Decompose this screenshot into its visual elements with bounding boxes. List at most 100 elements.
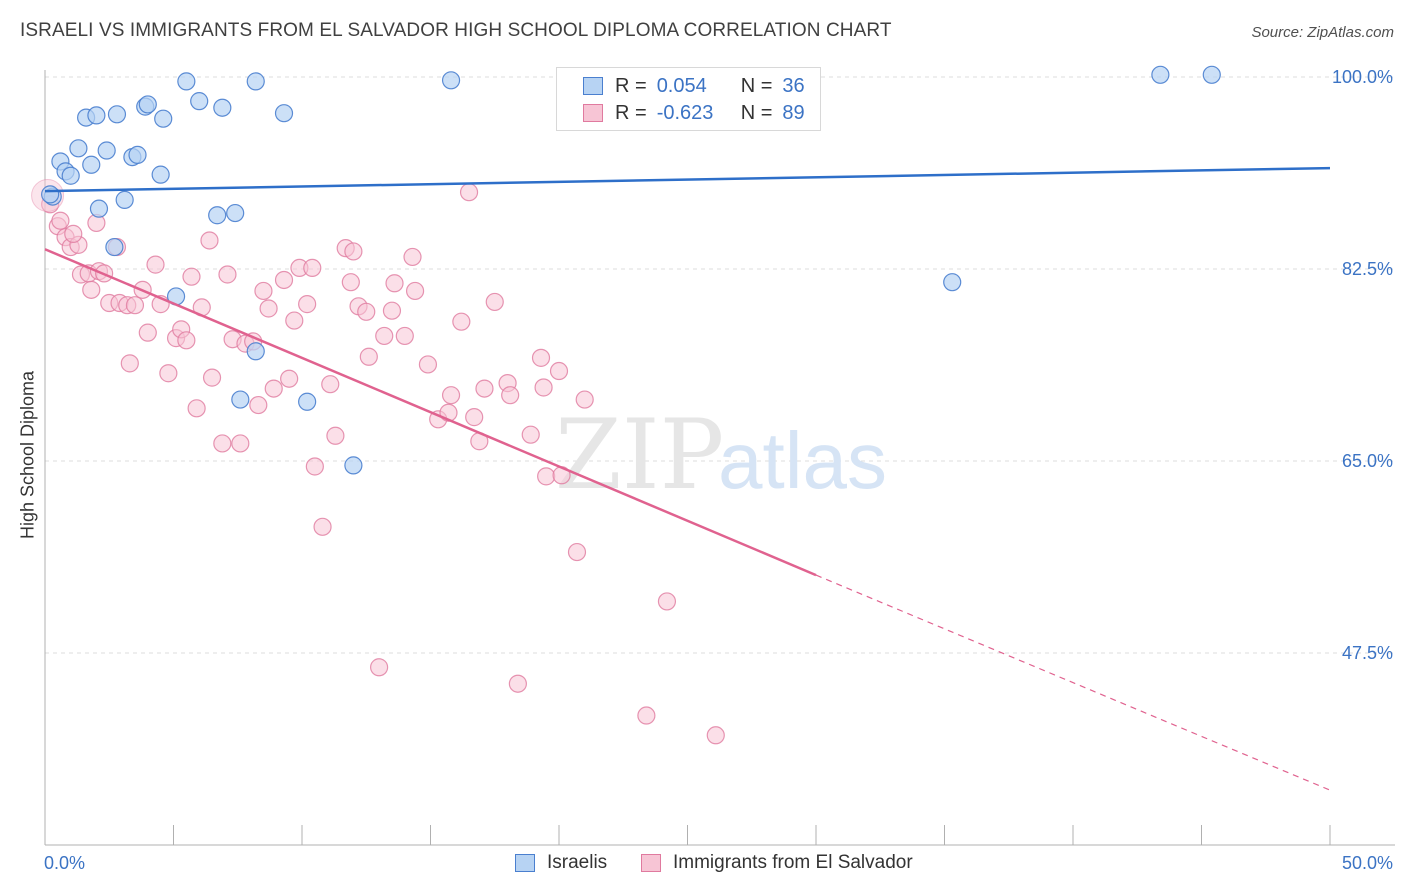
trendlines [44,166,1331,791]
r-label: R = [615,74,647,97]
salvador-swatch [641,854,661,872]
stats-legend: R = 0.054 N = 36 R = -0.623 N = 89 [556,67,821,131]
salvador-point [341,273,360,292]
legend-label: Israelis [547,852,608,873]
salvador-point [125,296,145,315]
salvador-point [521,425,540,444]
israelis-point [87,106,106,125]
salvador-point [321,375,340,394]
salvador-point [575,390,594,409]
series-israelis-points [41,65,1221,475]
israelis-point [943,273,962,292]
y-tick-label: 47.5% [1342,643,1393,663]
y-tick-label: 65.0% [1342,451,1393,471]
salvador-point [452,312,471,331]
salvador-point [357,302,376,321]
chart-title: ISRAELI VS IMMIGRANTS FROM EL SALVADOR H… [20,20,892,41]
israelis-swatch [515,854,535,872]
israelis-point [246,342,265,361]
legend-label: Immigrants from El Salvador [673,852,913,873]
salvador-point [382,301,402,320]
israelis-point [107,105,127,124]
x-tick-label-max: 50.0% [1342,853,1393,873]
salvador-point [359,347,378,366]
salvador-point [231,434,250,453]
israelis-point [138,95,157,114]
n-label: N = [740,74,773,97]
x-tick-label-min: 0.0% [44,853,85,873]
israelis-point [213,98,232,117]
n-value: 89 [782,101,805,124]
israelis-point [69,139,88,158]
israelis-point [1202,65,1221,84]
salvador-point [138,323,157,342]
israelis-point [208,206,227,225]
israelis-point [231,390,250,409]
israelis-point [154,109,173,128]
salvador-point [405,281,425,301]
israelis-point [1151,65,1170,84]
salvador-point [508,674,527,693]
salvador-point [249,395,268,415]
y-tick-label: 82.5% [1342,259,1393,279]
r-value: -0.623 [656,101,714,124]
salvador-point [459,183,479,202]
salvador-point [441,386,461,405]
salvador-point [385,274,404,293]
israelis-point [41,185,60,204]
salvador-swatch [583,104,603,122]
salvador-point [313,517,332,536]
legend-item-salvador[interactable]: Immigrants from El Salvador [641,852,913,874]
israelis-point [246,72,265,91]
israelis-point [190,92,209,111]
salvador-point [501,386,520,405]
salvador-point [177,331,196,350]
salvador-point [285,311,304,330]
salvador-point [706,726,725,745]
salvador-point [657,592,677,611]
salvador-point [326,426,345,445]
salvador-point [370,658,389,677]
salvador-point [64,224,83,243]
watermark: ZIP atlas [555,399,887,511]
israelis-point [226,203,245,223]
salvador-point [120,354,139,373]
israelis-point [441,71,461,90]
legend-row-israelis: R = 0.054 N = 36 [583,74,805,98]
salvador-point [465,408,484,427]
salvador-point [475,379,494,398]
salvador-point [280,369,299,388]
salvador-point [264,379,283,398]
israelis-trendline [44,166,1331,193]
salvador-point [485,292,504,312]
source-credit: Source: ZipAtlas.com [1251,24,1394,41]
salvador-point [298,295,317,314]
series-salvador-points [31,178,725,745]
salvador-point [82,280,101,299]
israelis-point [105,237,124,257]
israelis-point [344,456,363,475]
salvador-point [146,255,165,274]
salvador-point [344,242,363,261]
israelis-point [151,165,170,184]
n-value: 36 [782,74,805,97]
legend-item-israelis[interactable]: Israelis [515,852,607,874]
salvador-trendline [44,248,817,577]
salvador-point [200,231,219,250]
series-legend: Israelis Immigrants from El Salvador [0,852,1406,876]
tick-labels: 47.5% 65.0% 82.5% 100.0% 0.0% 50.0% [44,67,1393,873]
salvador-trendline-extension [815,574,1331,791]
israelis-point [61,166,80,185]
israelis-point [97,141,116,160]
salvador-point [637,706,656,725]
salvador-point [259,299,278,318]
n-label: N = [740,101,773,124]
salvador-point [531,348,551,367]
salvador-point [213,434,232,453]
salvador-point [567,542,587,562]
salvador-point [254,281,273,301]
salvador-point [549,361,569,381]
israelis-point [82,155,101,174]
israelis-swatch [583,77,603,95]
salvador-point [375,326,394,346]
